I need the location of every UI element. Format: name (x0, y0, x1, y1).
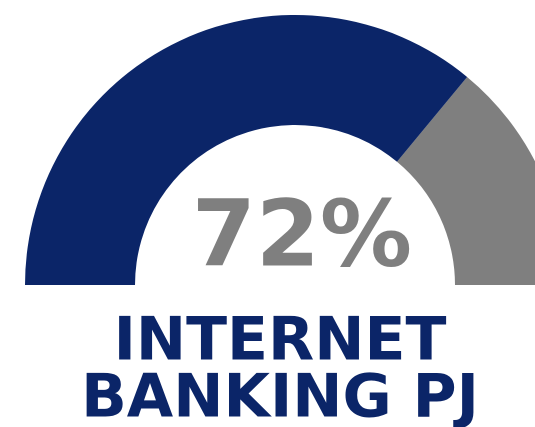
gauge-track (396, 76, 535, 285)
gauge-value (25, 15, 468, 286)
chart-title-line: BANKING PJ (81, 362, 479, 427)
value-label: 72% (192, 180, 412, 287)
chart-title-line: INTERNET (114, 305, 447, 375)
